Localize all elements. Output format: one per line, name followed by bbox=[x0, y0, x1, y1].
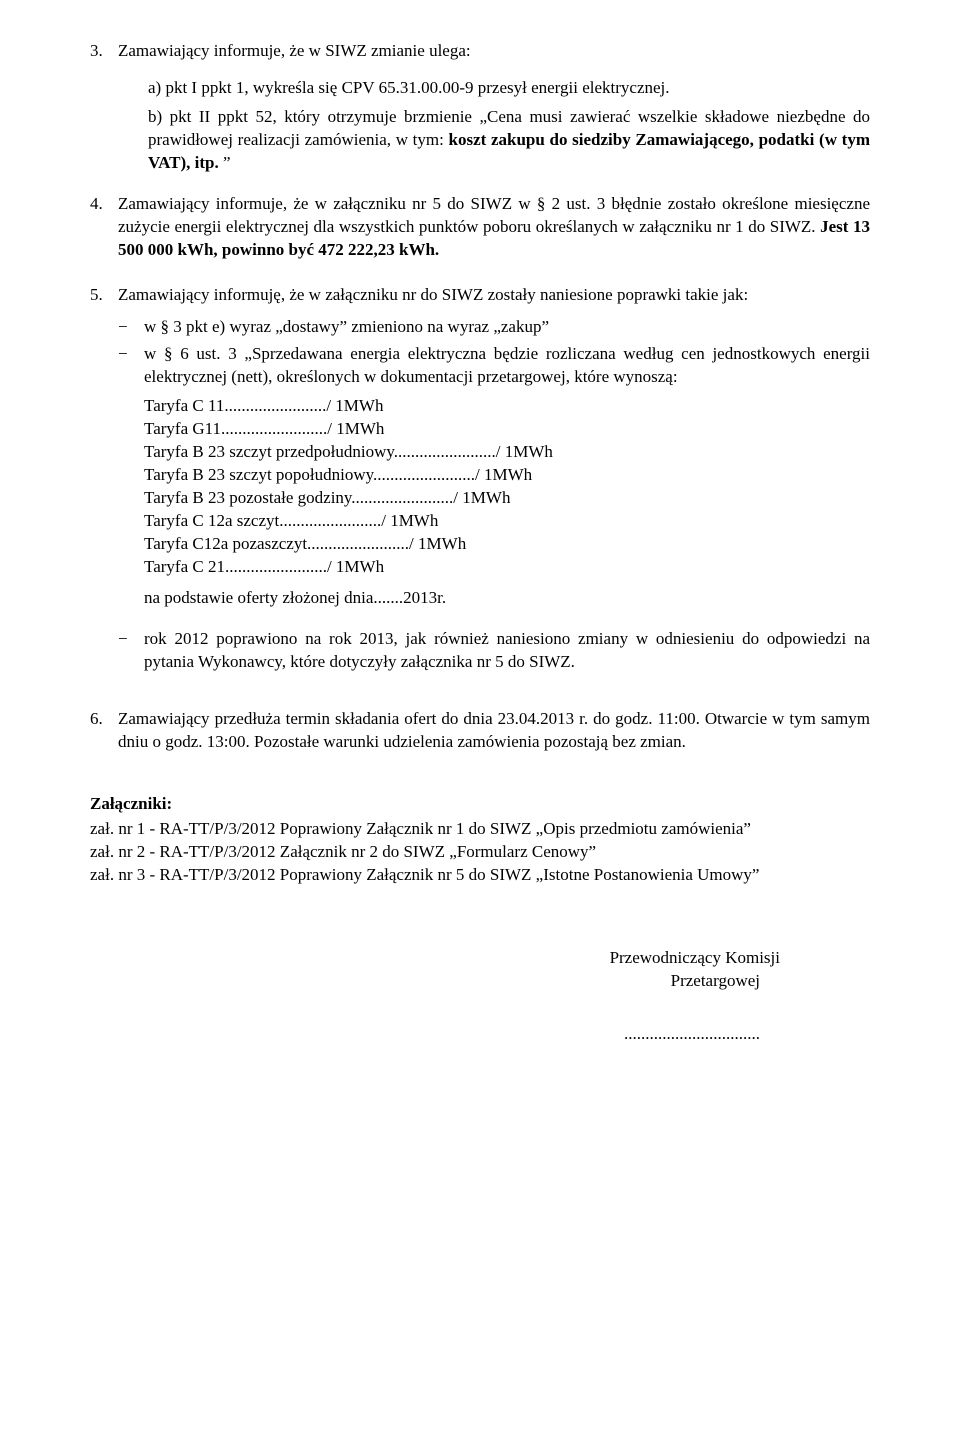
item-4-prefix: Zamawiający informuje, że w załączniku n… bbox=[118, 194, 870, 236]
tariff-line: Taryfa C 12a szczyt.....................… bbox=[144, 510, 870, 533]
item-3-sub-b: b) pkt II ppkt 52, który otrzymuje brzmi… bbox=[148, 106, 870, 175]
dash-item: − w § 6 ust. 3 „Sprzedawana energia elek… bbox=[118, 343, 870, 623]
tariff-line: Taryfa B 23 szczyt popołudniowy.........… bbox=[144, 464, 870, 487]
signature-title: Przewodniczący Komisji bbox=[90, 947, 780, 970]
tariff-line: Taryfa G11........................./ 1MW… bbox=[144, 418, 870, 441]
attachment-line: zał. nr 3 - RA-TT/P/3/2012 Poprawiony Za… bbox=[90, 864, 870, 887]
dash-text: w § 6 ust. 3 „Sprzedawana energia elektr… bbox=[144, 343, 870, 389]
item-5-content: Zamawiający informuję, że w załączniku n… bbox=[118, 284, 870, 678]
signature-block: Przewodniczący Komisji Przetargowej ....… bbox=[90, 947, 870, 1046]
list-item-5: 5. Zamawiający informuję, że w załącznik… bbox=[90, 284, 870, 678]
dash-item: − rok 2012 poprawiono na rok 2013, jak r… bbox=[118, 628, 870, 674]
na-podstawie: na podstawie oferty złożonej dnia.......… bbox=[144, 587, 870, 610]
tariff-line: Taryfa C 21......................../ 1MW… bbox=[144, 556, 870, 579]
item-number: 5. bbox=[90, 284, 118, 678]
item-3-intro: Zamawiający informuje, że w SIWZ zmianie… bbox=[118, 40, 870, 63]
list-item-6: 6. Zamawiający przedłuża termin składani… bbox=[90, 708, 870, 754]
list-item-4: 4. Zamawiający informuje, że w załącznik… bbox=[90, 193, 870, 262]
item-3-sub-a: a) pkt I ppkt 1, wykreśla się CPV 65.31.… bbox=[148, 77, 870, 100]
tariff-line: Taryfa B 23 szczyt przedpołudniowy......… bbox=[144, 441, 870, 464]
attachments-header: Załączniki: bbox=[90, 793, 870, 816]
attachment-line: zał. nr 2 - RA-TT/P/3/2012 Załącznik nr … bbox=[90, 841, 870, 864]
signature-subtitle: Przetargowej bbox=[90, 970, 780, 993]
attachment-line: zał. nr 1 - RA-TT/P/3/2012 Poprawiony Za… bbox=[90, 818, 870, 841]
tariff-list: Taryfa C 11......................../ 1MW… bbox=[144, 395, 870, 579]
signature-dots: ................................ bbox=[90, 1023, 780, 1046]
tariff-line: Taryfa C 11......................../ 1MW… bbox=[144, 395, 870, 418]
item-number: 6. bbox=[90, 708, 118, 754]
attachments-section: Załączniki: zał. nr 1 - RA-TT/P/3/2012 P… bbox=[90, 793, 870, 887]
dash-list: − w § 3 pkt e) wyraz „dostawy” zmieniono… bbox=[118, 316, 870, 673]
item-number: 4. bbox=[90, 193, 118, 262]
dash-item: − w § 3 pkt e) wyraz „dostawy” zmieniono… bbox=[118, 316, 870, 339]
dash-text: w § 3 pkt e) wyraz „dostawy” zmieniono n… bbox=[144, 316, 549, 339]
item-4-content: Zamawiający informuje, że w załączniku n… bbox=[118, 193, 870, 262]
document-page: 3. Zamawiający informuje, że w SIWZ zmia… bbox=[0, 0, 960, 1103]
list-item-3: 3. Zamawiający informuje, że w SIWZ zmia… bbox=[90, 40, 870, 175]
item-3-content: Zamawiający informuje, że w SIWZ zmianie… bbox=[118, 40, 870, 175]
dash-mark: − bbox=[118, 343, 144, 623]
item-5-intro: Zamawiający informuję, że w załączniku n… bbox=[118, 284, 870, 307]
dash-text: rok 2012 poprawiono na rok 2013, jak rów… bbox=[144, 628, 870, 674]
item-number: 3. bbox=[90, 40, 118, 175]
dash-item-2-body: w § 6 ust. 3 „Sprzedawana energia elektr… bbox=[144, 343, 870, 623]
dash-mark: − bbox=[118, 316, 144, 339]
tariff-line: Taryfa B 23 pozostałe godziny...........… bbox=[144, 487, 870, 510]
dash-mark: − bbox=[118, 628, 144, 674]
item-3b-suffix: ” bbox=[219, 153, 231, 172]
item-6-content: Zamawiający przedłuża termin składania o… bbox=[118, 708, 870, 754]
tariff-line: Taryfa C12a pozaszczyt..................… bbox=[144, 533, 870, 556]
